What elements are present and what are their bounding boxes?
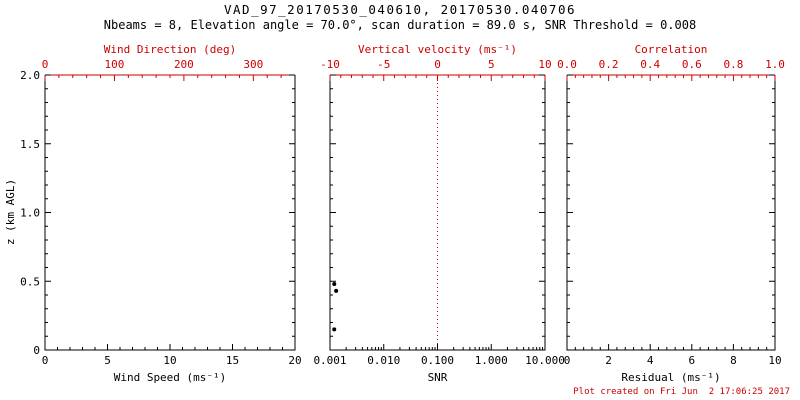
top-tick-label: 0.6 — [682, 58, 702, 71]
x-tick-label: 4 — [647, 354, 654, 367]
y-tick-label: 0.5 — [20, 275, 40, 288]
top-axis-title: Wind Direction (deg) — [104, 43, 236, 56]
top-tick-label: 300 — [243, 58, 263, 71]
data-point — [334, 288, 339, 293]
x-tick-label: 0 — [42, 354, 49, 367]
x-tick-label: 5 — [104, 354, 111, 367]
axis-frame — [566, 75, 776, 351]
data-point — [332, 282, 337, 286]
top-tick-label: 0.2 — [599, 58, 619, 71]
x-tick-label: 8 — [730, 354, 737, 367]
axis-frame — [44, 75, 296, 351]
x-axis-title: Residual (ms⁻¹) — [621, 371, 720, 384]
x-tick-label: 0.100 — [421, 354, 454, 367]
y-tick-label: 1.5 — [20, 138, 40, 151]
top-tick-label: 0 — [434, 58, 441, 71]
x-tick-label: 10 — [768, 354, 781, 367]
x-tick-label: 2 — [605, 354, 612, 367]
y-tick-label: 2.0 — [20, 69, 40, 82]
x-tick-label: 15 — [226, 354, 239, 367]
top-tick-label: 100 — [105, 58, 125, 71]
x-tick-label: 0.001 — [313, 354, 346, 367]
top-tick-label: 1.0 — [765, 58, 785, 71]
data-point — [332, 327, 337, 332]
creation-timestamp: Plot created on Fri Jun 2 17:06:25 2017 — [573, 387, 790, 397]
top-axis-title: Vertical velocity (ms⁻¹) — [358, 43, 517, 56]
x-axis-title: SNR — [428, 371, 448, 384]
top-tick-label: 10 — [538, 58, 551, 71]
x-tick-label: 10 — [163, 354, 176, 367]
top-axis-title: Correlation — [635, 43, 708, 56]
axis-frame — [329, 75, 546, 351]
top-tick-label: 200 — [174, 58, 194, 71]
top-tick-label: 0.4 — [640, 58, 660, 71]
x-tick-label: 1.000 — [475, 354, 508, 367]
panel-residual: 0 2 4 6 8 10 0.0 0.2 0.4 0.6 0.8 1.0 Residual (ms⁻¹)… — [557, 43, 785, 384]
y-tick-label: 0 — [33, 344, 40, 357]
top-tick-label: -10 — [320, 58, 340, 71]
figure-title: VAD_97_20170530_040610, 20170530.040706 — [224, 2, 576, 17]
figure-subtitle: Nbeams = 8, Elevation angle = 70.0°, sca… — [103, 18, 697, 32]
x-tick-label: 0 — [564, 354, 571, 367]
top-tick-label: 0.8 — [723, 58, 743, 71]
x-tick-label: 20 — [288, 354, 301, 367]
top-tick-label: 0.0 — [557, 58, 577, 71]
y-tick-label: 1.0 — [20, 207, 40, 220]
top-tick-label: 0 — [42, 58, 49, 71]
panel-snr: 0.001 0.010 0.100 1.000 10.000 -10 -5 0 5 10 SNR Ve… — [313, 43, 564, 384]
top-tick-label: 5 — [488, 58, 495, 71]
y-axis-title: z (km AGL) — [4, 179, 17, 245]
x-axis-title: Wind Speed (ms⁻¹) — [114, 371, 227, 384]
x-tick-label: 0.010 — [367, 354, 400, 367]
x-tick-label: 6 — [688, 354, 695, 367]
x-tick-label: 10.000 — [525, 354, 565, 367]
top-tick-label: -5 — [377, 58, 390, 71]
